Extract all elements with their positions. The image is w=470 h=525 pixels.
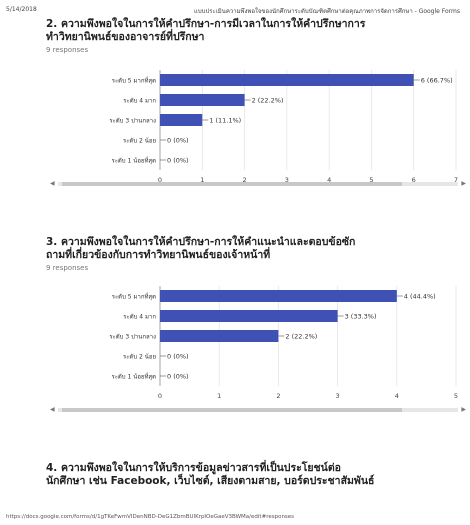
data-label: 0 (0%)	[167, 353, 189, 361]
print-date: 5/14/2018	[6, 6, 37, 13]
question-card-3: 3. ความพึงพอใจในการให้คำปรึกษา-การให้คำแ…	[46, 236, 466, 413]
question-title: 2. ความพึงพอใจในการให้คำปรึกษา-การมีเวลา…	[46, 18, 462, 44]
data-label: 0 (0%)	[167, 373, 189, 381]
question-title-line-1: 3. ความพึงพอใจในการให้คำปรึกษา-การให้คำแ…	[46, 236, 356, 248]
x-tick-label: 0	[158, 392, 162, 400]
category-label: ระดับ 5 มากที่สุด	[112, 293, 156, 301]
responses-count: 9 responses	[46, 46, 89, 54]
question-title-line-2: นักศึกษา เช่น Facebook, เว็บไซต์, เสียงต…	[46, 475, 375, 487]
category-label: ระดับ 1 น้อยที่สุด	[111, 157, 156, 165]
scroll-thumb[interactable]	[62, 408, 402, 412]
bar	[160, 330, 279, 342]
data-label: 1 (11.1%)	[209, 117, 241, 125]
horizontal-scrollbar[interactable]: ◀ ▶	[50, 406, 466, 413]
bar	[160, 74, 414, 86]
category-label: ระดับ 1 น้อยที่สุด	[111, 373, 156, 381]
category-label: ระดับ 2 น้อย	[123, 354, 156, 361]
bar	[160, 310, 338, 322]
question-title-line-1: 4. ความพึงพอใจในการให้บริการข้อมูลข่าวสา…	[46, 462, 341, 474]
data-label: 3 (33.3%)	[345, 313, 377, 321]
category-label: ระดับ 4 มาก	[123, 314, 156, 321]
data-label: 4 (44.4%)	[404, 293, 436, 301]
x-tick-label: 4	[327, 176, 331, 184]
print-footer-url: https://docs.google.com/forms/d/1gTKeFwm…	[6, 514, 295, 520]
data-label: 0 (0%)	[167, 137, 189, 145]
chart-svg: 0 1 2 3 4 5 6 7 ระดับ 5 มากที่สุด 6 (66.7%) ระดับ …	[109, 70, 458, 184]
data-label: 6 (66.7%)	[421, 77, 453, 85]
scroll-right-icon[interactable]: ▶	[461, 180, 466, 187]
question-title: 4. ความพึงพอใจในการให้บริการข้อมูลข่าวสา…	[46, 462, 462, 488]
category-label: ระดับ 3 ปานกลาง	[109, 118, 156, 125]
x-tick-label: 2	[243, 176, 247, 184]
responses-count: 9 responses	[46, 264, 89, 272]
bar	[160, 94, 245, 106]
x-tick-label: 1	[217, 392, 221, 400]
category-label: ระดับ 3 ปานกลาง	[109, 334, 156, 341]
question-title: 3. ความพึงพอใจในการให้คำปรึกษา-การให้คำแ…	[46, 236, 462, 262]
x-tick-label: 6	[412, 176, 416, 184]
category-label: ระดับ 5 มากที่สุด	[112, 77, 156, 85]
question-title-line-2: ถามที่เกี่ยวข้องกับการทำวิทยานิพนธ์ของเจ…	[46, 249, 271, 261]
scroll-right-icon[interactable]: ▶	[461, 406, 466, 413]
bar-chart-q3: 0 1 2 3 4 5 ระดับ 5 มากที่สุด 4 (44.4%) ระดับ 4 …	[46, 282, 462, 414]
category-label: ระดับ 2 น้อย	[123, 138, 156, 145]
x-tick-label: 7	[454, 176, 458, 184]
x-tick-label: 5	[369, 176, 373, 184]
print-page-title: แบบประเมินความพึงพอใจของนักศึกษาระดับบัณ…	[193, 8, 460, 15]
scroll-thumb[interactable]	[62, 182, 402, 186]
chart-svg: 0 1 2 3 4 5 ระดับ 5 มากที่สุด 4 (44.4%) ระดับ 4 …	[109, 286, 458, 400]
scroll-left-icon[interactable]: ◀	[50, 180, 55, 187]
x-tick-label: 3	[285, 176, 289, 184]
x-tick-label: 3	[336, 392, 340, 400]
question-card-4: 4. ความพึงพอใจในการให้บริการข้อมูลข่าวสา…	[46, 462, 462, 488]
category-label: ระดับ 4 มาก	[123, 98, 156, 105]
question-title-line-2: ทำวิทยานิพนธ์ของอาจารย์ที่ปรึกษา	[46, 31, 205, 43]
bar-chart-q2: 0 1 2 3 4 5 6 7 ระดับ 5 มากที่สุด 6 (66.7%) ระดับ …	[46, 66, 462, 198]
x-tick-label: 0	[158, 176, 162, 184]
question-card-2: 2. ความพึงพอใจในการให้คำปรึกษา-การมีเวลา…	[46, 18, 466, 187]
data-label: 2 (22.2%)	[252, 97, 284, 105]
data-label: 0 (0%)	[167, 157, 189, 165]
x-tick-label: 1	[200, 176, 204, 184]
bar	[160, 290, 397, 302]
bar	[160, 114, 203, 126]
data-label: 2 (22.2%)	[285, 333, 317, 341]
scroll-left-icon[interactable]: ◀	[50, 406, 55, 413]
x-tick-label: 5	[454, 392, 458, 400]
horizontal-scrollbar[interactable]: ◀ ▶	[50, 180, 466, 187]
x-tick-label: 4	[395, 392, 399, 400]
question-title-line-1: 2. ความพึงพอใจในการให้คำปรึกษา-การมีเวลา…	[46, 18, 366, 30]
x-tick-label: 2	[276, 392, 280, 400]
